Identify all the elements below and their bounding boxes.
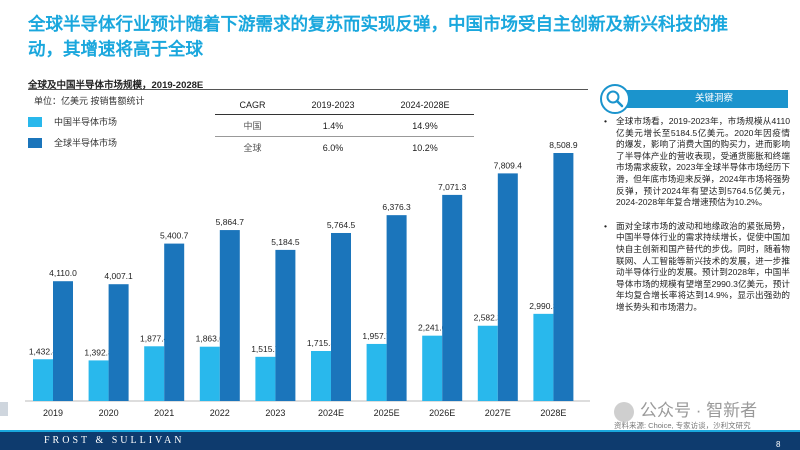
bar-china xyxy=(477,325,498,401)
cagr-table: CAGR 2019-2023 2024-2028E 中国 1.4% 14.9% … xyxy=(215,97,474,158)
bar-china xyxy=(255,356,276,401)
bar-china xyxy=(199,346,220,401)
bar-global xyxy=(219,230,240,401)
watermark: 公众号 · 智新者 xyxy=(614,396,757,422)
x-tick-label: 2024E xyxy=(318,408,344,418)
insight-bullet: 面对全球市场的波动和地缘政治的紧张局势，中国半导体行业的需求持续增长，促使中国加… xyxy=(604,221,790,314)
x-tick-label: 2020 xyxy=(99,408,119,418)
data-label-global: 5,764.5 xyxy=(327,220,356,230)
cagr-row-global: 全球 6.0% 10.2% xyxy=(215,137,474,159)
x-tick-label: 2025E xyxy=(374,408,400,418)
bar-china xyxy=(366,343,387,401)
data-label-global: 8,508.9 xyxy=(549,140,578,150)
bar-global xyxy=(497,173,518,401)
bar-global xyxy=(108,284,129,401)
x-tick-label: 2023 xyxy=(265,408,285,418)
insight-bullet: 全球市场看，2019-2023年，市场规模从4110亿美元增长至5184.5亿美… xyxy=(604,116,790,209)
data-label-china: 2,582.3 xyxy=(474,313,503,323)
x-tick-label: 2027E xyxy=(485,408,511,418)
legend-swatch-china xyxy=(28,116,42,127)
x-tick-label: 2021 xyxy=(154,408,174,418)
data-label-global: 6,376.3 xyxy=(382,202,411,212)
x-tick-label: 2028E xyxy=(540,408,566,418)
data-label-global: 5,184.5 xyxy=(271,237,300,247)
x-tick-label: 2019 xyxy=(43,408,63,418)
cagr-header: 2019-2023 xyxy=(311,100,355,110)
data-label-china: 1,715.8 xyxy=(307,338,336,348)
insight-list: 全球市场看，2019-2023年，市场规模从4110亿美元增长至5184.5亿美… xyxy=(604,116,790,326)
legend-label-global: 全球半导体市场 xyxy=(54,138,118,148)
data-label-china: 1,392.8 xyxy=(84,347,113,357)
bar-global xyxy=(442,194,463,401)
footer-band xyxy=(0,432,800,450)
legend-item-china: 中国半导体市场 xyxy=(28,115,117,128)
page-headline: 全球半导体行业预计随着下游需求的复苏而实现反弹，中国市场受自主创新及新兴科技的推… xyxy=(28,14,728,59)
legend-item-global: 全球半导体市场 xyxy=(28,136,117,149)
bar-global xyxy=(53,281,73,401)
page-number: 8 xyxy=(776,440,781,449)
source-note: 资料来源: Choice, 专家访谈，沙利文研究 xyxy=(614,421,751,430)
bar-global xyxy=(164,243,185,401)
chart-subtitle: 全球及中国半导体市场规模，2019-2028E xyxy=(28,80,204,91)
cagr-header: 2024-2028E xyxy=(400,100,450,110)
bar-china xyxy=(88,360,109,401)
watermark-text: 公众号 · 智新者 xyxy=(640,401,758,420)
cagr-row-china: 中国 1.4% 14.9% xyxy=(215,115,474,137)
bar-china xyxy=(422,335,443,401)
magnifier-icon xyxy=(600,84,630,114)
unit-note: 单位：亿美元 按销售额统计 xyxy=(34,96,145,106)
data-label-china: 1,957.7 xyxy=(362,331,391,341)
cagr-cell: 中国 xyxy=(243,121,262,131)
bar-china xyxy=(533,313,554,401)
data-label-china: 1,863.0 xyxy=(196,334,225,344)
cagr-cell: 6.0% xyxy=(322,142,344,153)
bar-global xyxy=(275,249,296,401)
cagr-cell: 10.2% xyxy=(412,142,438,153)
data-label-china: 1,432.4 xyxy=(29,346,58,356)
data-label-global: 5,864.7 xyxy=(216,217,245,227)
subtitle-divider xyxy=(28,89,588,90)
cagr-cell: 14.9% xyxy=(412,120,438,131)
bar-global xyxy=(553,153,574,401)
cagr-header: CAGR xyxy=(239,100,266,110)
data-label-china: 1,515.7 xyxy=(251,344,280,354)
cagr-cell: 全球 xyxy=(243,143,262,153)
wechat-icon xyxy=(614,401,634,422)
legend-label-china: 中国半导体市场 xyxy=(54,117,118,127)
bar-china xyxy=(33,359,53,401)
data-label-global: 4,110.0 xyxy=(49,268,77,278)
data-label-china: 2,241.6 xyxy=(418,323,447,333)
x-tick-label: 2022 xyxy=(210,408,230,418)
data-label-global: 4,007.1 xyxy=(104,271,133,281)
bar-chart: 1,432.4 4,110.0 2019 1,392.8 4,007.1 2020 1,87… xyxy=(25,140,590,418)
bar-china xyxy=(144,346,165,401)
data-label-global: 5,400.7 xyxy=(160,231,189,241)
side-collapse-handle[interactable] xyxy=(0,402,8,416)
data-label-global: 7,809.4 xyxy=(494,160,523,170)
bar-china xyxy=(311,350,331,401)
insight-panel-title: 关键洞察 xyxy=(694,93,733,104)
x-tick-label: 2026E xyxy=(429,408,455,418)
footer-brand: FROST & SULLIVAN xyxy=(44,435,185,446)
data-label-global: 7,071.3 xyxy=(438,182,467,192)
insight-panel-header xyxy=(603,90,788,108)
bar-global xyxy=(386,215,407,401)
cagr-header-row: CAGR 2019-2023 2024-2028E xyxy=(215,97,474,115)
bar-global xyxy=(331,232,351,401)
data-label-china: 2,990.3 xyxy=(529,301,558,311)
legend-swatch-global xyxy=(28,137,42,148)
cagr-cell: 1.4% xyxy=(322,120,344,131)
data-label-china: 1,877.4 xyxy=(140,333,169,343)
footer-stripe xyxy=(0,430,800,432)
